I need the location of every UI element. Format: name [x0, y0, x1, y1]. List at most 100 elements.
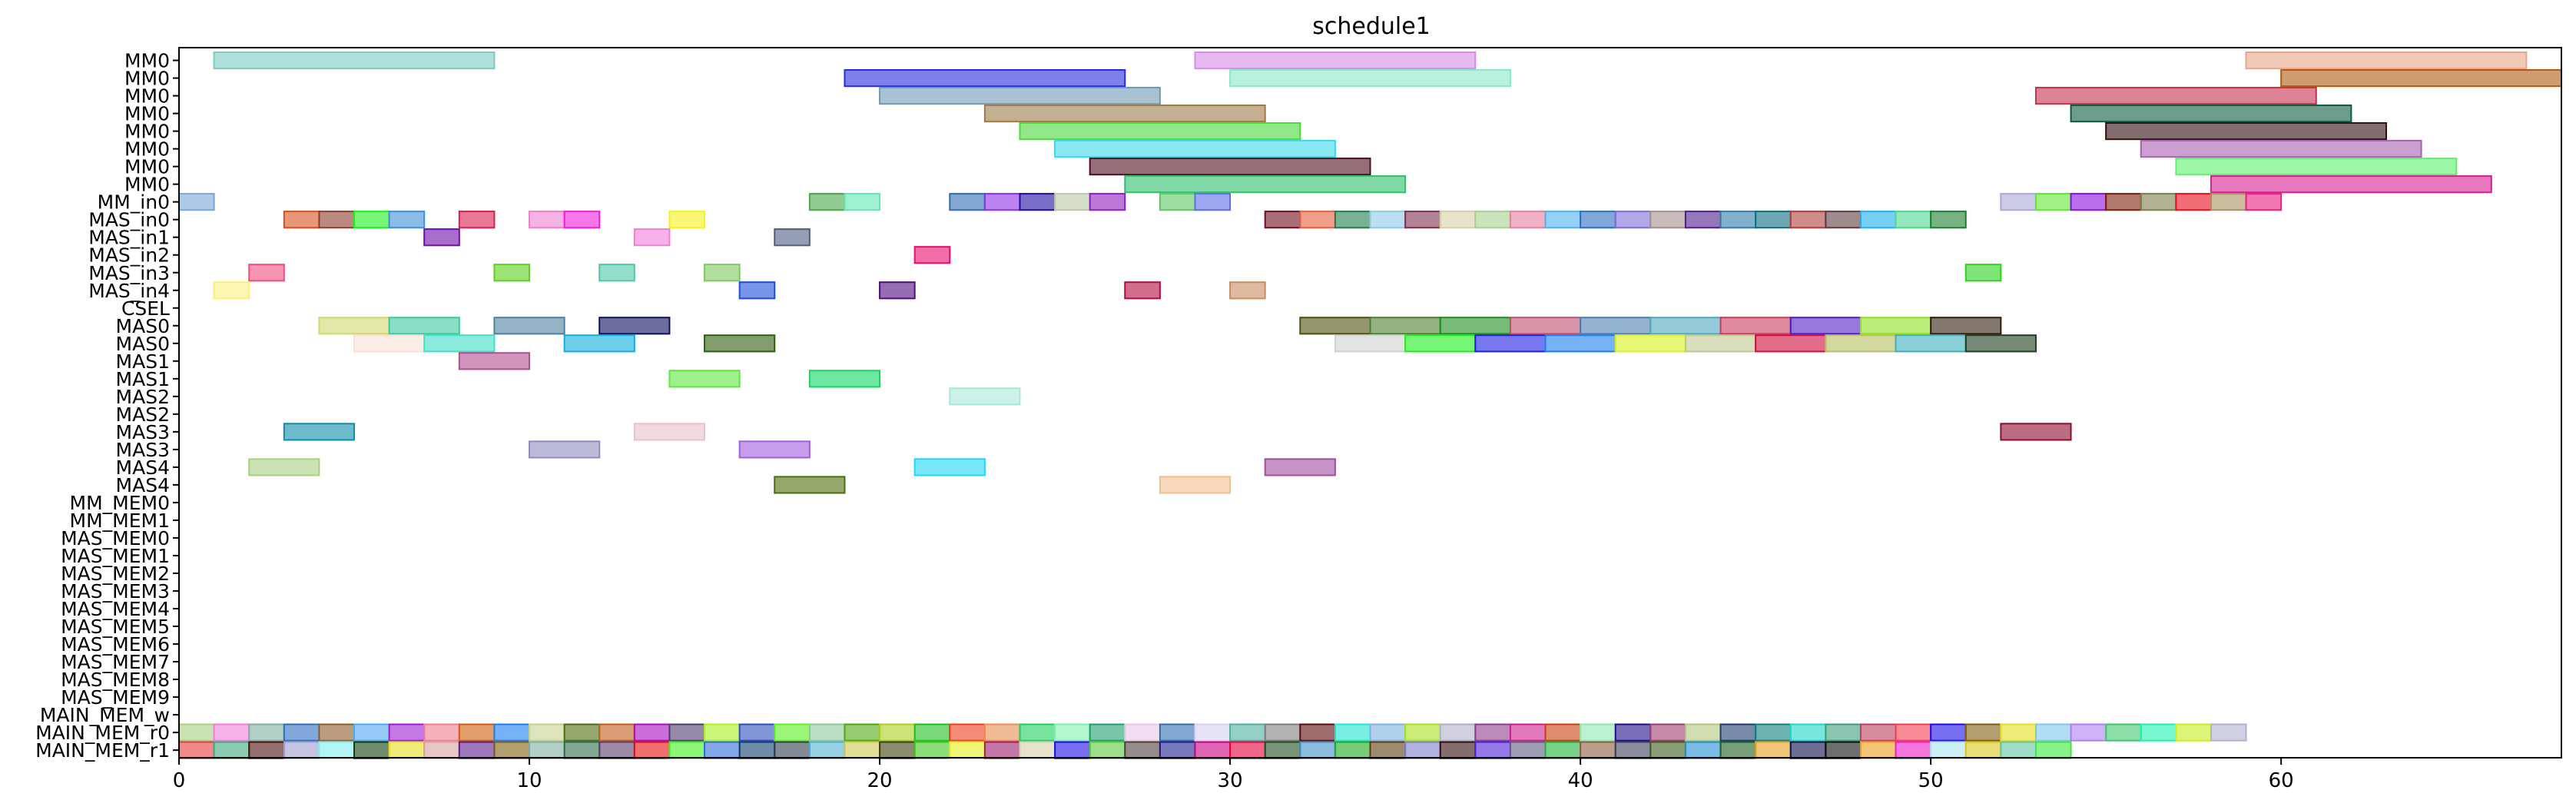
bar-116: [913, 458, 986, 476]
bar-mem-r1-32: [1299, 741, 1336, 759]
bar-40: [458, 211, 496, 229]
bar-mem-r0-55: [2105, 723, 2142, 742]
bar-mem-r1-7: [423, 741, 460, 759]
bar-7: [2034, 87, 2317, 105]
bar-mem-r1-29: [1194, 741, 1232, 759]
bar-73: [213, 281, 250, 300]
bar-65: [633, 228, 671, 247]
y-tick-label: MAS_in0: [88, 209, 170, 231]
bar-mem-r1-14: [668, 741, 706, 759]
bar-99: [1544, 334, 1616, 353]
y-tick-label: MAS4: [116, 456, 170, 479]
bar-57: [1719, 211, 1757, 229]
bar-8: [983, 105, 1266, 123]
bar-mem-r1-2: [248, 741, 285, 759]
bar-48: [1404, 211, 1441, 229]
y-tick-label: MAS0: [116, 333, 170, 355]
y-tick-label: MM0: [124, 85, 170, 108]
y-tick-label: MAS_in1: [88, 227, 170, 249]
bar-mem-r0-0: [178, 723, 215, 742]
bar-mem-r1-16: [738, 741, 776, 759]
bar-6: [879, 87, 1161, 105]
bar-mem-r1-26: [1089, 741, 1126, 759]
bar-82: [1299, 317, 1371, 335]
plot-frame: [178, 47, 2562, 759]
x-tick-label: 40: [1568, 769, 1593, 792]
bar-mem-r1-31: [1264, 741, 1301, 759]
bar-38: [353, 211, 390, 229]
bar-mem-r1-22: [949, 741, 986, 759]
y-tick-label: MAS_MEM2: [61, 563, 170, 585]
bar-mem-r1-36: [1439, 741, 1477, 759]
bar-66: [774, 228, 811, 247]
bar-71: [704, 264, 741, 282]
y-tick-label: MAS_MEM9: [61, 686, 170, 709]
bar-85: [1509, 317, 1582, 335]
bar-112: [2000, 423, 2072, 441]
bar-mem-r1-51: [1964, 741, 2002, 759]
bar-87: [1649, 317, 1722, 335]
bar-27: [1194, 193, 1232, 211]
bar-101: [1684, 334, 1757, 353]
bar-67: [913, 246, 951, 264]
bar-mem-r1-35: [1404, 741, 1441, 759]
chart-title: schedule1: [1312, 13, 1431, 40]
bar-mem-r1-42: [1649, 741, 1686, 759]
bar-97: [1404, 334, 1477, 353]
bar-mem-r1-4: [318, 741, 356, 759]
bar-mem-r0-19: [844, 723, 881, 742]
bar-74: [738, 281, 776, 300]
bar-75: [879, 281, 916, 300]
bar-mem-r1-33: [1334, 741, 1371, 759]
bar-mem-r0-17: [774, 723, 811, 742]
bar-119: [1159, 476, 1232, 494]
bar-20: [844, 193, 881, 211]
bar-98: [1474, 334, 1547, 353]
y-tick-label: MM0: [124, 50, 170, 72]
bar-0: [213, 51, 496, 70]
y-tick-label: MAS_MEM5: [61, 616, 170, 638]
bar-68: [248, 264, 285, 282]
bar-23: [1019, 193, 1056, 211]
bar-109: [949, 387, 1021, 406]
x-tick-label: 0: [173, 769, 186, 792]
bar-89: [1789, 317, 1862, 335]
bar-mem-r0-2: [248, 723, 285, 742]
bar-90: [1859, 317, 1932, 335]
bar-mem-r0-40: [1580, 723, 1616, 742]
bar-103: [1825, 334, 1897, 353]
y-tick-label: MAS_MEM3: [61, 580, 170, 603]
bar-21: [949, 193, 986, 211]
bar-39: [388, 211, 426, 229]
bar-24: [1054, 193, 1091, 211]
bar-15: [2175, 158, 2458, 176]
bar-12: [1054, 140, 1336, 158]
bar-102: [1755, 334, 1827, 353]
bar-63: [1930, 211, 1967, 229]
bar-93: [423, 334, 496, 353]
bar-mem-r0-9: [493, 723, 531, 742]
y-tick-label: CSEL: [121, 297, 170, 320]
bar-mem-r1-39: [1544, 741, 1582, 759]
bar-mem-r0-12: [598, 723, 635, 742]
y-tick-label: MM_MEM0: [70, 492, 170, 514]
x-tick-label: 10: [516, 769, 542, 792]
bar-mem-r0-56: [2140, 723, 2177, 742]
bar-81: [598, 317, 671, 335]
bar-62: [1895, 211, 1932, 229]
bar-35: [2245, 193, 2283, 211]
bar-32: [2140, 193, 2177, 211]
bar-mem-r0-44: [1719, 723, 1757, 742]
bar-91: [1930, 317, 2002, 335]
bar-115: [248, 458, 320, 476]
bar-mem-r1-27: [1124, 741, 1161, 759]
y-tick-label: MAS_MEM6: [61, 633, 170, 656]
bar-83: [1369, 317, 1441, 335]
bar-mem-r0-30: [1229, 723, 1266, 742]
bar-mem-r1-45: [1755, 741, 1792, 759]
y-tick-label: MAS2: [116, 386, 170, 408]
bar-mem-r1-49: [1895, 741, 1932, 759]
y-tick-label: MAS1: [116, 350, 170, 373]
bar-59: [1789, 211, 1827, 229]
